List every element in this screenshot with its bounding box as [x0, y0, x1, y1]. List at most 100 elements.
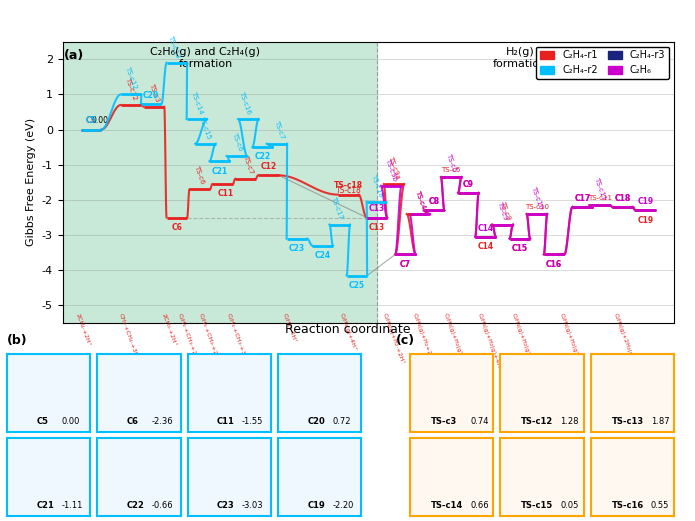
Text: TS-c12: TS-c12	[124, 66, 138, 90]
Text: TS-c9: TS-c9	[500, 200, 512, 220]
Text: TS-c9b: TS-c9b	[384, 157, 398, 182]
Text: TS-c18: TS-c18	[334, 181, 363, 191]
Text: 0.00: 0.00	[91, 116, 108, 126]
Text: 2CH₃·+2H⁺: 2CH₃·+2H⁺	[161, 313, 177, 347]
Text: C23: C23	[217, 501, 235, 510]
Text: C₂H₄(g)+4H⁺: C₂H₄(g)+4H⁺	[338, 313, 357, 352]
Text: TS-c18: TS-c18	[336, 185, 361, 195]
Text: C6: C6	[126, 417, 138, 426]
Text: C₂H₄(g)+H₂·+2H⁺: C₂H₄(g)+H₂·+2H⁺	[382, 313, 405, 366]
Text: C7: C7	[400, 260, 411, 269]
Text: C₂H₄(g)+H₂(g)+2H⁺: C₂H₄(g)+H₂(g)+2H⁺	[511, 313, 537, 372]
Text: C₂H₆·+CH₃·+2H⁺: C₂H₆·+CH₃·+2H⁺	[177, 313, 199, 363]
Text: -1.11: -1.11	[61, 501, 83, 510]
Text: TS-c16: TS-c16	[238, 90, 252, 115]
Text: Reaction coordinate: Reaction coordinate	[285, 324, 410, 337]
Text: C9: C9	[463, 180, 474, 189]
Text: C8: C8	[429, 197, 439, 206]
Legend: C₂H₄-r1, C₂H₄-r2, C₂H₄-r3, C₂H₆: C₂H₄-r1, C₂H₄-r2, C₂H₄-r3, C₂H₆	[536, 46, 669, 79]
Text: TS-c18: TS-c18	[370, 173, 384, 197]
Text: TS-c3: TS-c3	[431, 417, 457, 426]
Text: TS-c6: TS-c6	[194, 165, 206, 185]
Text: TS-c10: TS-c10	[525, 204, 549, 210]
Text: C₂H₄(g)+H₂(g)+H⁺: C₂H₄(g)+H₂(g)+H⁺	[558, 313, 582, 368]
Text: C16: C16	[546, 260, 562, 269]
Text: C24: C24	[315, 251, 331, 260]
Text: -2.20: -2.20	[332, 501, 354, 510]
Text: C14: C14	[477, 224, 493, 233]
Text: TS-c15: TS-c15	[199, 115, 213, 140]
Text: 0.55: 0.55	[651, 501, 669, 510]
Text: TS-c6: TS-c6	[231, 131, 243, 152]
Text: C18: C18	[614, 194, 631, 203]
Text: C20: C20	[143, 91, 159, 100]
Text: CH₃·+CH₄·+3H⁺: CH₃·+CH₄·+3H⁺	[118, 313, 140, 361]
Text: C19: C19	[307, 501, 325, 510]
Text: TS-c10: TS-c10	[530, 185, 544, 210]
Bar	[63, 42, 377, 323]
Text: C12: C12	[260, 162, 277, 171]
Text: C13: C13	[369, 204, 385, 213]
Y-axis label: Gibbs Free Energy (eV): Gibbs Free Energy (eV)	[26, 118, 36, 246]
Text: H₂(g)
formation: H₂(g) formation	[493, 47, 547, 69]
Text: TS-c7: TS-c7	[242, 154, 254, 175]
Text: TS-c15: TS-c15	[521, 501, 553, 510]
Text: (a): (a)	[64, 49, 84, 61]
Text: TS-c7: TS-c7	[274, 119, 286, 140]
Text: C₂H₄(g)+H₂+2H⁺: C₂H₄(g)+H₂+2H⁺	[411, 313, 434, 364]
Text: TS-c17: TS-c17	[330, 196, 344, 220]
Text: TS-c9: TS-c9	[496, 200, 509, 220]
Text: C5: C5	[36, 417, 48, 426]
Text: TS-c5: TS-c5	[445, 153, 457, 173]
Text: C14: C14	[477, 242, 493, 251]
Text: C17: C17	[575, 194, 591, 203]
Text: C21: C21	[36, 501, 54, 510]
Text: C₂H₆(g) and C₂H₄(g)
formation: C₂H₆(g) and C₂H₄(g) formation	[150, 47, 261, 69]
Text: C5: C5	[85, 116, 97, 126]
Text: C11: C11	[217, 417, 235, 426]
Text: C22: C22	[126, 501, 145, 510]
Text: 1.87: 1.87	[651, 417, 669, 426]
Text: 0.66: 0.66	[470, 501, 489, 510]
Text: 0.00: 0.00	[61, 417, 79, 426]
Text: C19: C19	[637, 216, 653, 225]
Text: (b): (b)	[7, 334, 28, 347]
Text: -0.66: -0.66	[152, 501, 173, 510]
Text: C23: C23	[289, 244, 305, 253]
Text: TS-c4: TS-c4	[414, 190, 426, 210]
Text: C18: C18	[614, 194, 631, 203]
Text: C15: C15	[512, 244, 528, 253]
Text: C9: C9	[463, 180, 474, 189]
Text: TS-c12: TS-c12	[521, 417, 553, 426]
Text: C7: C7	[400, 260, 411, 269]
Text: TS-c16: TS-c16	[612, 501, 644, 510]
Text: -3.03: -3.03	[242, 501, 263, 510]
Text: C19: C19	[637, 197, 653, 206]
Text: C8: C8	[429, 197, 439, 206]
Text: TS-c13: TS-c13	[167, 34, 181, 58]
Text: C13: C13	[369, 223, 385, 232]
Text: -2.36: -2.36	[152, 417, 173, 426]
Text: TS-c3: TS-c3	[148, 82, 160, 103]
Text: TS-c14: TS-c14	[431, 501, 463, 510]
Text: C22: C22	[254, 153, 270, 162]
Text: C5: C5	[85, 116, 97, 126]
Text: C15: C15	[512, 244, 528, 253]
Text: 0.72: 0.72	[332, 417, 351, 426]
Text: C₂H₅·+CH₃·+2H⁺: C₂H₅·+CH₃·+2H⁺	[197, 313, 220, 363]
Text: C₂H₄(g)+2H₂(g): C₂H₄(g)+2H₂(g)	[613, 313, 634, 359]
Text: -1.55: -1.55	[242, 417, 263, 426]
Text: TS-c11: TS-c11	[588, 195, 612, 201]
Text: 2CH₄·+2H⁺: 2CH₄·+2H⁺	[74, 313, 91, 347]
Text: 0.74: 0.74	[470, 417, 489, 426]
Text: C21: C21	[212, 167, 228, 176]
Text: TS-c14: TS-c14	[190, 90, 204, 115]
Text: C16: C16	[546, 260, 562, 269]
Text: TS-c4: TS-c4	[414, 190, 426, 210]
Text: TS-c9a: TS-c9a	[387, 155, 401, 180]
Text: C6: C6	[172, 223, 182, 232]
Text: TS-c5: TS-c5	[441, 167, 461, 173]
Text: (c): (c)	[396, 334, 416, 347]
Text: C17: C17	[575, 194, 591, 203]
Text: C25: C25	[349, 281, 365, 290]
